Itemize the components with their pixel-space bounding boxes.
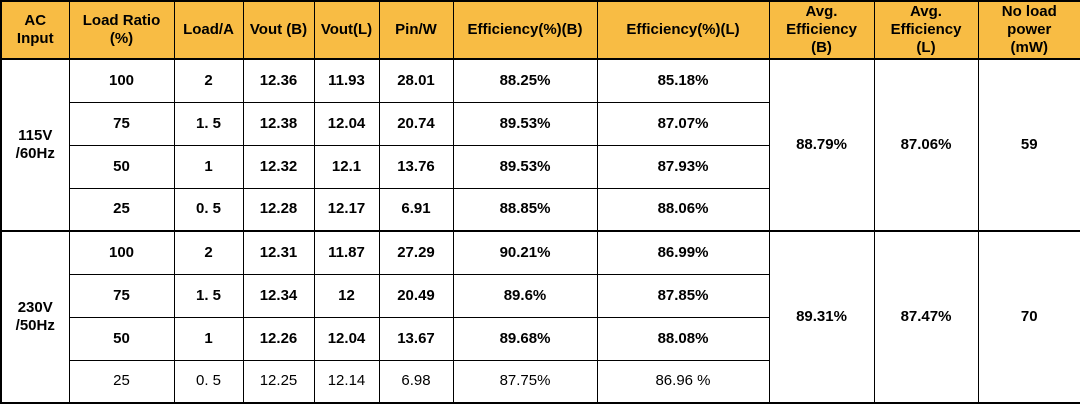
cell-efficiency-l: 85.18%	[596, 58, 770, 103]
cell-efficiency-b: 89.68%	[452, 316, 598, 361]
cell-no-load-power: 59	[977, 58, 1080, 232]
cell-vout-b: 12.26	[242, 316, 315, 361]
cell-load-ratio: 100	[68, 58, 175, 103]
cell-load-ratio: 25	[68, 187, 175, 232]
header-pin-w: Pin/W	[378, 0, 454, 60]
header-row: AC Input Load Ratio (%) Load/A Vout (B) …	[0, 0, 1080, 60]
cell-efficiency-l: 86.96 %	[596, 359, 770, 404]
cell-load-ratio: 25	[68, 359, 175, 404]
cell-load-ratio: 75	[68, 273, 175, 318]
cell-vout-l: 11.87	[313, 230, 380, 275]
cell-vout-l: 12.04	[313, 101, 380, 146]
cell-load-ratio: 50	[68, 316, 175, 361]
cell-load-a: 0. 5	[173, 359, 244, 404]
header-load-a: Load/A	[173, 0, 244, 60]
ac-input-group-label: 230V /50Hz	[0, 230, 70, 404]
cell-efficiency-b: 87.75%	[452, 359, 598, 404]
ac-input-group-label: 115V /60Hz	[0, 58, 70, 232]
table-row: 25 0. 5 12.28 12.17 6.91 88.85% 88.06%	[1, 187, 1080, 232]
cell-efficiency-l: 86.99%	[596, 230, 770, 275]
table-row: 115V /60Hz 100 2 12.36 11.93 28.01 88.25…	[0, 58, 1080, 232]
cell-efficiency-l: 87.07%	[596, 101, 770, 146]
cell-pin-w: 20.74	[378, 101, 454, 146]
header-load-ratio: Load Ratio (%)	[68, 0, 175, 60]
cell-vout-l: 12.14	[313, 359, 380, 404]
table-row: 25 0. 5 12.25 12.14 6.98 87.75% 86.96 %	[1, 359, 1080, 404]
cell-vout-l: 12.17	[313, 187, 380, 232]
cell-no-load-power: 70	[977, 230, 1080, 404]
cell-pin-w: 6.98	[378, 359, 454, 404]
cell-efficiency-b: 89.6%	[452, 273, 598, 318]
cell-avg-efficiency-b: 89.31%	[768, 230, 875, 404]
cell-load-a: 1	[173, 316, 244, 361]
cell-load-a: 2	[173, 58, 244, 103]
cell-vout-b: 12.25	[242, 359, 315, 404]
cell-pin-w: 28.01	[378, 58, 454, 103]
cell-vout-b: 12.32	[242, 144, 315, 189]
cell-avg-efficiency-b: 88.79%	[768, 58, 875, 232]
cell-efficiency-b: 90.21%	[452, 230, 598, 275]
cell-load-ratio: 100	[68, 230, 175, 275]
cell-efficiency-l: 88.06%	[596, 187, 770, 232]
cell-load-ratio: 75	[68, 101, 175, 146]
header-avg-efficiency-b: Avg. Efficiency (B)	[768, 0, 875, 60]
cell-efficiency-b: 88.85%	[452, 187, 598, 232]
header-vout-b: Vout (B)	[242, 0, 315, 60]
cell-vout-l: 11.93	[313, 58, 380, 103]
header-efficiency-b: Efficiency(%)(B)	[452, 0, 598, 60]
table-row: 50 1 12.32 12.1 13.76 89.53% 87.93%	[1, 144, 1080, 189]
cell-vout-b: 12.28	[242, 187, 315, 232]
table-row: 50 1 12.26 12.04 13.67 89.68% 88.08%	[1, 316, 1080, 361]
cell-efficiency-b: 88.25%	[452, 58, 598, 103]
cell-load-a: 2	[173, 230, 244, 275]
cell-efficiency-l: 88.08%	[596, 316, 770, 361]
cell-vout-l: 12.04	[313, 316, 380, 361]
cell-pin-w: 13.67	[378, 316, 454, 361]
cell-vout-l: 12.1	[313, 144, 380, 189]
cell-load-a: 0. 5	[173, 187, 244, 232]
table-header: AC Input Load Ratio (%) Load/A Vout (B) …	[0, 0, 1080, 60]
header-no-load-power: No load power (mW)	[977, 0, 1080, 60]
cell-load-ratio: 50	[68, 144, 175, 189]
cell-avg-efficiency-l: 87.47%	[873, 230, 979, 404]
table-row: 230V /50Hz 100 2 12.31 11.87 27.29 90.21…	[0, 230, 1080, 404]
cell-vout-b: 12.31	[242, 230, 315, 275]
header-vout-l: Vout(L)	[313, 0, 380, 60]
cell-pin-w: 6.91	[378, 187, 454, 232]
cell-efficiency-b: 89.53%	[452, 101, 598, 146]
cell-load-a: 1	[173, 144, 244, 189]
cell-load-a: 1. 5	[173, 101, 244, 146]
header-ac-input: AC Input	[0, 0, 70, 60]
cell-vout-b: 12.38	[242, 101, 315, 146]
table-row: 75 1. 5 12.38 12.04 20.74 89.53% 87.07%	[1, 101, 1080, 146]
cell-load-a: 1. 5	[173, 273, 244, 318]
header-efficiency-l: Efficiency(%)(L)	[596, 0, 770, 60]
header-avg-efficiency-l: Avg. Efficiency (L)	[873, 0, 979, 60]
cell-efficiency-l: 87.85%	[596, 273, 770, 318]
cell-vout-l: 12	[313, 273, 380, 318]
cell-vout-b: 12.34	[242, 273, 315, 318]
cell-efficiency-b: 89.53%	[452, 144, 598, 189]
cell-pin-w: 20.49	[378, 273, 454, 318]
cell-pin-w: 13.76	[378, 144, 454, 189]
table-row: 75 1. 5 12.34 12 20.49 89.6% 87.85%	[1, 273, 1080, 318]
cell-pin-w: 27.29	[378, 230, 454, 275]
cell-efficiency-l: 87.93%	[596, 144, 770, 189]
cell-vout-b: 12.36	[242, 58, 315, 103]
cell-avg-efficiency-l: 87.06%	[873, 58, 979, 232]
